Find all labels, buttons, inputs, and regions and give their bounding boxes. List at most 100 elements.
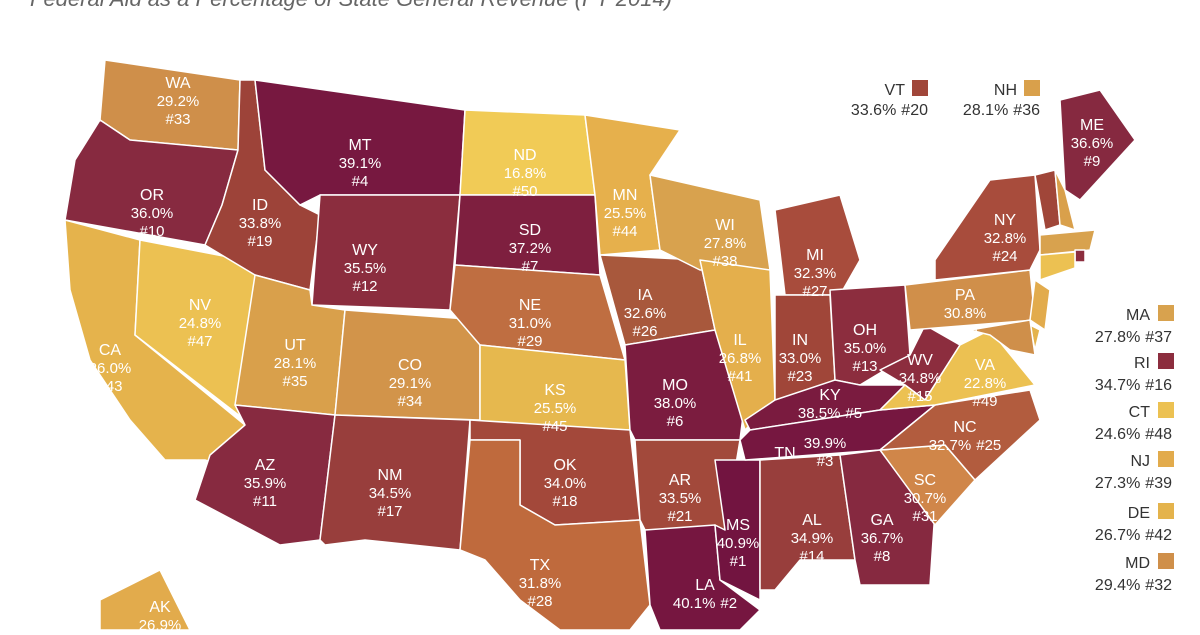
state-label: #27 [802,283,827,300]
state-label: RI [1134,355,1150,372]
state-label: MA [1126,307,1150,324]
state-label: NY [994,212,1017,229]
state-label: IN [792,332,808,349]
pct: 29.4% [1095,577,1140,594]
pct: 27.8% [1095,329,1140,346]
state-label: #4 [352,173,369,190]
state-label: 33.0% [779,350,822,367]
state-label: 30.7% [904,490,947,507]
state-label: VA [975,357,995,374]
state-value: 40.1% #2 [673,595,737,612]
state-shape [969,319,1036,356]
rank: #5 [845,405,862,422]
state-label: TN [774,445,795,462]
state-shape [879,329,1036,411]
state-label: 35.9% [244,475,287,492]
state-label: 30.8% [944,305,987,322]
state-label: #44 [612,223,637,240]
state-label: #33 [165,111,190,128]
legend-swatch [1158,402,1174,418]
legend-swatch [1158,451,1174,467]
state-label: 38.0% [654,395,697,412]
state-value: 32.7% #25 [929,437,1002,454]
state-label: #18 [552,493,577,510]
state-label: 35.5% [344,260,387,277]
state-label: SD [519,222,541,239]
state-shape [1059,89,1136,201]
state-label: #3 [817,453,834,470]
state-label: AK [149,599,171,616]
state-value: 29.4% #32 [1095,577,1172,594]
state-label: VT [885,82,906,99]
state-label: 39.1% [339,155,382,172]
state-label: WY [352,242,378,259]
rank: #42 [1145,527,1172,544]
pct: 34.7% [1095,377,1140,394]
state-value: 33.6% #20 [851,102,928,119]
state-shape [649,174,771,271]
legend-swatch [1158,353,1174,369]
state-label: #14 [799,548,824,565]
state-label: #1 [730,553,747,570]
state-label: KS [544,382,565,399]
state-label: 29.1% [389,375,432,392]
pct: 38.5% [798,405,841,422]
state-label: #10 [139,223,164,240]
state-label: LA [695,577,715,594]
state-label: #29 [517,333,542,350]
state-shape [1054,169,1076,231]
state-label: 29.2% [157,93,200,110]
state-label: #11 [253,493,277,510]
state-label: #38 [712,253,737,270]
state-label: 24.8% [179,315,222,332]
state-label: 22.8% [964,375,1007,392]
rank: #48 [1145,426,1172,443]
state-shape [1029,279,1051,331]
state-label: 36.7% [861,530,904,547]
state-label: 28.1% [274,355,317,372]
legend-swatch [1024,80,1040,96]
state-label: #30 [952,323,977,340]
state-label: WA [165,75,191,92]
state-shape [934,174,1041,281]
state-value: 38.5% #5 [798,405,862,422]
state-label: OR [140,187,164,204]
state-label: #8 [874,548,891,565]
rank: #36 [1013,102,1040,119]
state-shape [1039,229,1096,256]
state-label: UT [284,337,306,354]
state-label: TX [530,557,551,574]
rank: #39 [1145,475,1172,492]
state-label: 26.0% [89,360,132,377]
state-label: 36.0% [131,205,174,222]
state-label: 32.3% [794,265,837,282]
state-label: OH [853,322,877,339]
legend-swatch [1158,503,1174,519]
state-label: 34.8% [899,370,942,387]
state-label: MN [613,187,638,204]
pct: 24.6% [1095,426,1140,443]
state-label: MI [806,247,824,264]
state-label: ME [1080,117,1104,134]
state-label: MT [348,137,371,154]
rank: #32 [1145,577,1172,594]
state-label: 32.6% [624,305,667,322]
state-label: AL [802,512,822,529]
state-label: AR [669,472,691,489]
state-label: AZ [255,457,276,474]
state-label: 32.8% [984,230,1027,247]
state-label: NE [519,297,541,314]
state-label: MD [1125,555,1150,572]
state-shape [311,194,461,311]
state-label: MO [662,377,688,394]
state-label: ID [252,197,268,214]
state-label: ND [513,147,536,164]
state-label: DE [1128,505,1150,522]
state-label: NJ [1130,453,1150,470]
state-label: IL [733,332,746,349]
state-label: #24 [992,248,1017,265]
map-title: Federal Aid as a Percentage of State Gen… [30,0,672,11]
state-label: OK [553,457,576,474]
state-label: #31 [912,508,937,525]
